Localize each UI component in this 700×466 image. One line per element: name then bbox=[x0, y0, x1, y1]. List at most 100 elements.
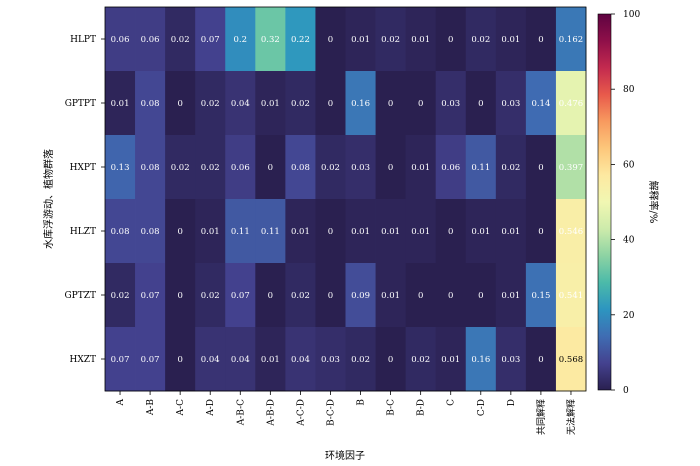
cell-value-label: 0.02 bbox=[201, 99, 220, 109]
heatmap-cell bbox=[525, 327, 557, 392]
cell-value-label: 0.07 bbox=[141, 291, 160, 301]
x-tick-label: A-C-D bbox=[296, 399, 306, 427]
cell-value-label: 0.01 bbox=[381, 227, 400, 237]
cell-value-label: 0.01 bbox=[291, 227, 310, 237]
heatmap-cell bbox=[495, 327, 527, 392]
heatmap-cell bbox=[345, 263, 376, 328]
cell-value-label: 0 bbox=[538, 163, 543, 173]
cell-value-label: 0 bbox=[268, 291, 273, 301]
heatmap-cell bbox=[345, 71, 376, 136]
cell-value-label: 0 bbox=[177, 291, 182, 301]
heatmap-cell bbox=[495, 135, 527, 200]
heatmap-cell bbox=[495, 199, 527, 264]
heatmap-cell bbox=[225, 71, 256, 136]
heatmap-cell bbox=[345, 7, 376, 72]
x-tick-label: B-D bbox=[417, 399, 427, 416]
x-tick-label: A-D bbox=[206, 399, 216, 417]
heatmap-cell bbox=[555, 199, 587, 264]
cell-value-label: 0 bbox=[448, 35, 453, 45]
x-tick-label: C-D bbox=[477, 399, 487, 416]
heatmap-cell bbox=[555, 327, 587, 392]
cell-value-label: 0.02 bbox=[111, 291, 130, 301]
heatmap-cell bbox=[345, 327, 376, 392]
heatmap-cell bbox=[285, 135, 316, 200]
x-tick-label: D bbox=[507, 399, 517, 406]
cell-value-label: 0.01 bbox=[111, 99, 130, 109]
heatmap-cell bbox=[105, 71, 136, 136]
heatmap-cell bbox=[435, 7, 467, 72]
heatmap-cell bbox=[225, 263, 256, 328]
heatmap-cell bbox=[375, 199, 407, 264]
heatmap-cell bbox=[135, 135, 166, 200]
cell-value-label: 0.08 bbox=[141, 163, 160, 173]
cell-value-label: 0.14 bbox=[531, 99, 550, 109]
y-tick-label: HLPT bbox=[70, 35, 96, 45]
colorbar-tick-label: 80 bbox=[623, 85, 635, 95]
cell-value-label: 0.07 bbox=[141, 355, 160, 365]
cell-value-label: 0.01 bbox=[411, 35, 430, 45]
heatmap-cell bbox=[105, 263, 136, 328]
heatmap-cell bbox=[555, 263, 587, 328]
cell-value-label: 0.04 bbox=[201, 355, 220, 365]
heatmap-cell bbox=[225, 7, 256, 72]
cell-value-label: 0.01 bbox=[441, 355, 460, 365]
heatmap-cell bbox=[255, 135, 286, 200]
cell-value-label: 0.01 bbox=[351, 227, 370, 237]
cell-value-label: 0.11 bbox=[261, 227, 280, 237]
cell-value-label: 0.03 bbox=[441, 99, 460, 109]
y-tick-label: HLZT bbox=[70, 227, 96, 237]
colorbar-ticks: 0 20 40 60 80 100 bbox=[611, 10, 640, 396]
heatmap-cell bbox=[285, 7, 316, 72]
heatmap-cell bbox=[525, 135, 557, 200]
heatmap-cell bbox=[165, 135, 196, 200]
heatmap-cell bbox=[225, 199, 256, 264]
cell-value-label: 0.02 bbox=[351, 355, 370, 365]
cell-value-label: 0.541 bbox=[559, 291, 583, 301]
heatmap-cell bbox=[285, 199, 316, 264]
y-tick-label: GPTPT bbox=[65, 99, 96, 109]
heatmap-cell bbox=[525, 263, 557, 328]
heatmap-cell bbox=[555, 135, 587, 200]
cell-value-label: 0 bbox=[388, 355, 393, 365]
heatmap-cell bbox=[165, 327, 196, 392]
heatmap-cell bbox=[195, 7, 226, 72]
heatmap-cell bbox=[405, 327, 437, 392]
heatmap-cell bbox=[315, 263, 346, 328]
heatmap-cell bbox=[105, 7, 136, 72]
cell-value-label: 0 bbox=[478, 291, 483, 301]
heatmap-cell bbox=[555, 71, 587, 136]
heatmap-cell bbox=[405, 71, 437, 136]
heatmap-cell bbox=[315, 7, 346, 72]
heatmap-cell bbox=[435, 199, 467, 264]
heatmap-cell bbox=[195, 71, 226, 136]
cell-value-label: 0.02 bbox=[501, 163, 520, 173]
heatmap-cell bbox=[285, 327, 316, 392]
heatmap-cell bbox=[465, 71, 497, 136]
colorbar-tick-label: 100 bbox=[623, 10, 640, 20]
cell-value-label: 0.07 bbox=[111, 355, 130, 365]
colorbar bbox=[597, 13, 612, 391]
cell-value-label: 0.08 bbox=[291, 163, 310, 173]
heatmap-cell bbox=[285, 263, 316, 328]
cell-value-label: 0.01 bbox=[381, 291, 400, 301]
x-tick-label: C bbox=[447, 399, 457, 406]
cell-value-label: 0.03 bbox=[501, 355, 520, 365]
heatmap-cell bbox=[255, 327, 286, 392]
cell-value-label: 0 bbox=[418, 99, 423, 109]
cell-value-label: 0.08 bbox=[141, 227, 160, 237]
cell-value-label: 0.2 bbox=[234, 35, 248, 45]
cell-value-label: 0.476 bbox=[559, 99, 583, 109]
cell-value-label: 0.04 bbox=[291, 355, 310, 365]
heatmap-cell bbox=[465, 263, 497, 328]
cell-value-label: 0.01 bbox=[501, 35, 520, 45]
cell-value-label: 0.11 bbox=[471, 163, 490, 173]
cell-value-label: 0.13 bbox=[111, 163, 130, 173]
cell-value-label: 0.02 bbox=[381, 35, 400, 45]
plot-frame bbox=[104, 6, 587, 392]
heatmap-cell bbox=[225, 327, 256, 392]
x-tick-label: B-C bbox=[387, 399, 397, 416]
cell-value-label: 0.568 bbox=[559, 355, 583, 365]
heatmap-cell bbox=[195, 199, 226, 264]
heatmap-cell bbox=[135, 71, 166, 136]
x-tick-label: B-C-D bbox=[326, 399, 336, 426]
